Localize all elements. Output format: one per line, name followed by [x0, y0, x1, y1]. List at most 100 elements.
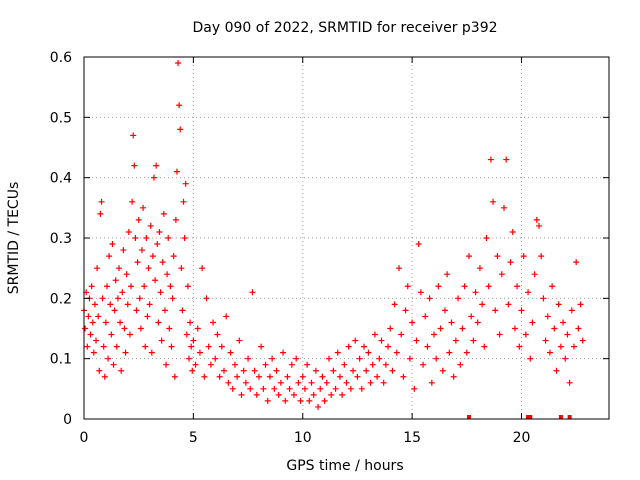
data-point — [124, 301, 131, 308]
data-point — [490, 198, 497, 205]
data-point — [367, 379, 374, 386]
y-axis-label: SRMTID / TECUs — [6, 182, 22, 295]
data-point — [186, 355, 192, 362]
data-point — [492, 307, 499, 314]
data-point — [544, 313, 551, 320]
data-point — [308, 379, 315, 386]
data-point — [422, 313, 429, 320]
data-point — [160, 210, 167, 217]
data-point — [459, 325, 466, 332]
data-point — [175, 60, 182, 67]
data-point — [461, 283, 468, 290]
data-point — [120, 247, 127, 254]
y-tick-label: 0.5 — [50, 110, 72, 126]
data-point — [406, 355, 413, 362]
data-point — [380, 379, 387, 386]
data-point — [371, 331, 378, 338]
data-point — [555, 301, 562, 308]
data-point — [280, 349, 287, 356]
data-point — [137, 325, 144, 332]
data-point — [476, 265, 483, 272]
data-point — [123, 271, 130, 278]
data-point — [450, 373, 457, 380]
data-point — [207, 361, 214, 368]
data-point — [114, 295, 121, 302]
data-point — [136, 295, 143, 302]
data-point — [179, 307, 186, 314]
data-point — [286, 385, 293, 392]
data-point — [564, 331, 571, 338]
data-point — [391, 301, 398, 308]
data-point — [310, 391, 317, 398]
y-tick-label: 0.2 — [50, 291, 72, 307]
data-point — [411, 385, 418, 392]
data-point — [404, 283, 411, 290]
data-point — [400, 373, 407, 380]
data-point — [352, 337, 359, 344]
data-point — [238, 391, 245, 398]
data-point — [483, 235, 490, 241]
data-point — [190, 337, 197, 344]
data-point — [144, 313, 151, 320]
data-point — [256, 373, 262, 380]
data-point — [247, 385, 254, 392]
data-point — [210, 319, 217, 326]
data-point — [358, 385, 365, 392]
data-point — [94, 265, 101, 272]
data-point — [103, 283, 110, 290]
data-point — [148, 349, 155, 356]
data-point — [437, 325, 444, 332]
y-axis-ticks: 0 0.1 0.2 0.3 0.4 0.5 0.6 — [50, 50, 609, 428]
data-point — [328, 391, 335, 398]
data-point — [118, 367, 125, 374]
data-point — [140, 204, 147, 211]
x-axis-ticks: 0 5 10 15 20 — [80, 57, 530, 446]
data-point — [249, 289, 256, 296]
data-point — [184, 283, 191, 290]
data-point — [577, 301, 584, 308]
data-point — [142, 343, 149, 350]
data-point — [229, 385, 236, 392]
data-point — [216, 373, 223, 380]
x-tick-label: 5 — [189, 430, 198, 446]
data-point — [90, 349, 97, 356]
data-point — [165, 235, 172, 241]
data-point — [225, 379, 232, 386]
data-point — [339, 391, 346, 398]
data-point — [221, 367, 227, 374]
data-point — [293, 355, 300, 362]
y-tick-label: 0.3 — [50, 231, 72, 247]
data-point — [96, 367, 103, 374]
data-point — [505, 301, 512, 308]
data-point — [187, 319, 194, 326]
data-point — [87, 331, 94, 338]
data-point — [306, 397, 313, 404]
data-point — [169, 295, 176, 302]
data-point — [133, 307, 140, 314]
data-point — [117, 319, 124, 326]
data-point — [171, 373, 178, 380]
data-point — [106, 253, 113, 260]
data-point — [146, 301, 153, 308]
data-point — [415, 241, 422, 248]
data-point — [177, 126, 184, 133]
y-tick-label: 0 — [63, 412, 72, 428]
y-tick-label: 0.1 — [50, 352, 72, 368]
data-point — [201, 373, 208, 380]
data-point — [291, 391, 297, 398]
data-point — [93, 337, 100, 344]
data-point — [88, 283, 95, 290]
data-point — [417, 289, 424, 296]
data-point — [131, 162, 138, 169]
data-point — [424, 343, 431, 350]
data-point — [568, 307, 575, 314]
data-point — [551, 325, 558, 332]
data-point — [326, 355, 332, 362]
data-point — [212, 355, 219, 362]
y-tick-label: 0.6 — [50, 50, 72, 66]
data-point — [518, 307, 525, 314]
data-point — [531, 271, 538, 278]
data-point — [111, 307, 118, 314]
data-point — [119, 289, 126, 296]
data-point — [431, 331, 437, 338]
